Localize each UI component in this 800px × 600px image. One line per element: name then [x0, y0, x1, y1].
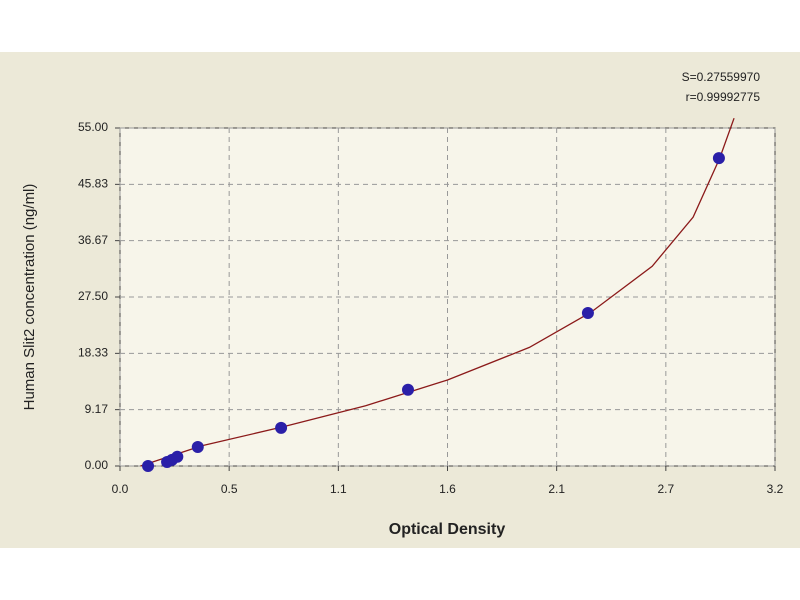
x-tick-label: 0.0: [112, 482, 129, 496]
fit-curve: [140, 117, 735, 467]
annotation: r=0.99992775: [686, 90, 761, 104]
x-tick-label: 3.2: [767, 482, 784, 496]
x-axis-label: Optical Density: [389, 521, 506, 538]
x-tick-label: 2.7: [657, 482, 674, 496]
data-point: [171, 450, 184, 463]
annotation: S=0.27559970: [682, 70, 761, 84]
y-tick-label: 18.33: [78, 346, 108, 360]
data-point: [275, 421, 288, 434]
data-point: [581, 306, 594, 319]
data-point: [142, 460, 155, 472]
data-point: [191, 440, 204, 453]
y-tick-label: 9.17: [85, 402, 109, 416]
y-tick-label: 45.83: [78, 177, 108, 191]
y-tick-label: 0.00: [85, 458, 109, 472]
x-tick-label: 1.6: [439, 482, 456, 496]
data-point: [401, 383, 414, 396]
x-tick-label: 1.1: [330, 482, 347, 496]
x-tick-label: 2.1: [548, 482, 565, 496]
y-axis-label: Human Slit2 concentration (ng/ml): [21, 184, 38, 411]
x-tick-label: 0.5: [221, 482, 238, 496]
y-tick-label: 27.50: [78, 289, 108, 303]
y-tick-label: 55.00: [78, 120, 108, 134]
data-point: [712, 152, 725, 165]
y-tick-label: 36.67: [78, 233, 108, 247]
